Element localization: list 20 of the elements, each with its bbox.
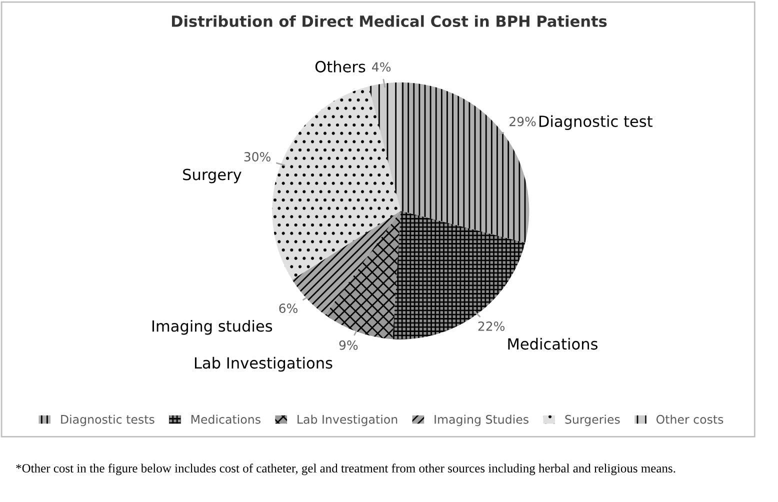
data-label: 30% xyxy=(244,152,270,162)
text: Diagnostic test xyxy=(539,115,652,130)
text: *Other cost in the figure below includes cost of catheter, gel and treatment from other sources including herbal and religious means. xyxy=(16,464,676,476)
chart-title: Distribution of Direct Medical Cost in BPH Patients xyxy=(172,15,607,28)
text: Imaging studies xyxy=(152,320,272,335)
data-label: 9% xyxy=(339,340,358,350)
data-label: 6% xyxy=(279,304,298,313)
legend-label: Lab Investigation xyxy=(298,414,398,426)
text: Surgery xyxy=(183,168,242,184)
legend-label: Imaging Studies xyxy=(434,414,528,426)
data-label: 22% xyxy=(478,321,505,331)
legend-label: Medications xyxy=(191,414,260,424)
text: Medications xyxy=(508,338,598,350)
data-label: 29% xyxy=(510,116,536,126)
legend-label: Diagnostic tests xyxy=(61,414,154,426)
data-label: 4% xyxy=(372,62,391,72)
text: Lab Investigations xyxy=(194,356,332,372)
legend-label: Surgeries xyxy=(565,414,620,426)
legend-label: Other costs xyxy=(656,414,724,424)
text: Others xyxy=(315,60,366,72)
